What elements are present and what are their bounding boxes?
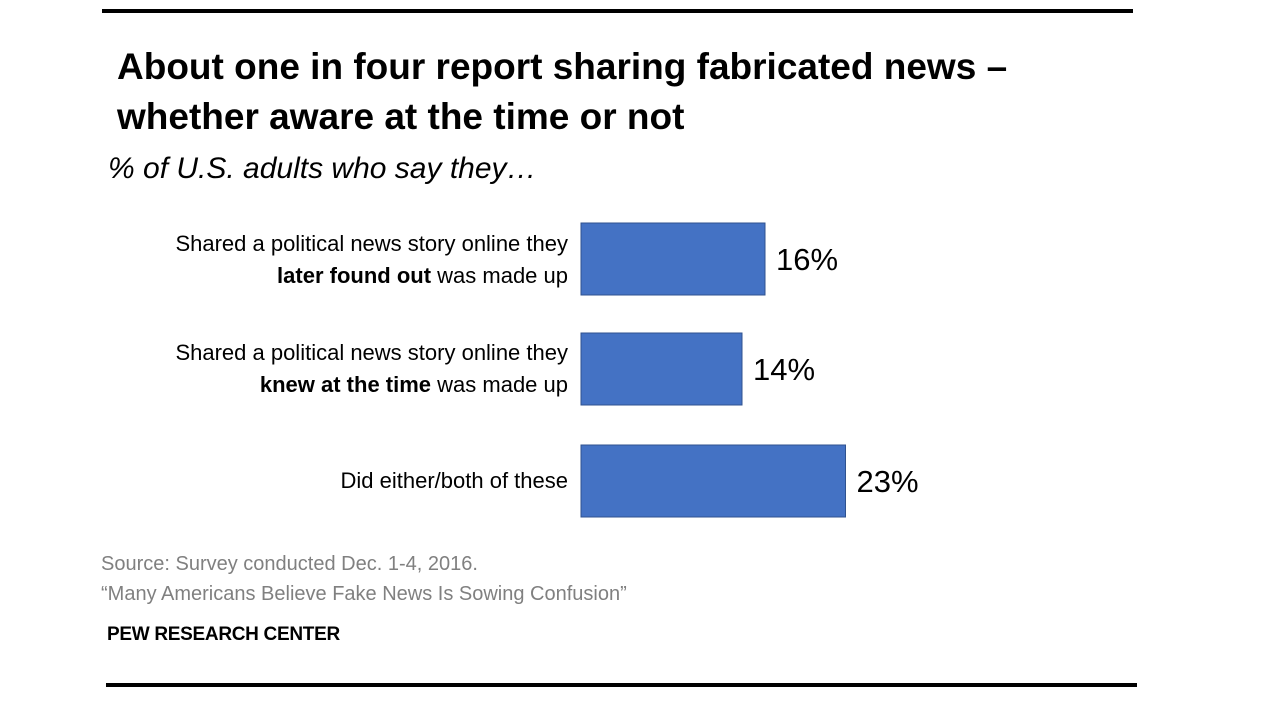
bar-3 (580, 444, 846, 518)
category-label-2-rest: was made up (431, 372, 568, 397)
bottom-rule (106, 683, 1137, 687)
data-label-1: 16% (776, 242, 838, 277)
bar-1 (580, 222, 766, 296)
category-label-1-line1: Shared a political news story online the… (175, 231, 568, 256)
data-label-2: 14% (753, 352, 815, 387)
category-label-2: Shared a political news story online the… (98, 337, 568, 401)
category-label-3: Did either/both of these (98, 465, 568, 497)
source-line-2: “Many Americans Believe Fake News Is Sow… (101, 583, 627, 605)
chart-subtitle: % of U.S. adults who say they… (108, 152, 537, 185)
category-label-1: Shared a political news story online the… (98, 228, 568, 292)
data-label-3: 23% (857, 464, 919, 499)
category-label-2-bold: knew at the time (259, 372, 432, 397)
bar-2 (580, 332, 743, 406)
chart-title: About one in four report sharing fabrica… (117, 46, 1008, 137)
pew-research-center-logo-text: PEW RESEARCH CENTER (107, 624, 340, 645)
source-note: Source: Survey conducted Dec. 1-4, 2016.… (101, 549, 627, 609)
top-rule (102, 9, 1133, 13)
source-line-1: Source: Survey conducted Dec. 1-4, 2016. (101, 553, 478, 575)
category-label-2-line1: Shared a political news story online the… (175, 340, 568, 365)
category-label-1-bold: later found out (277, 263, 432, 288)
category-label-3-line1: Did either/both of these (340, 468, 568, 493)
category-label-1-rest: was made up (431, 263, 568, 288)
